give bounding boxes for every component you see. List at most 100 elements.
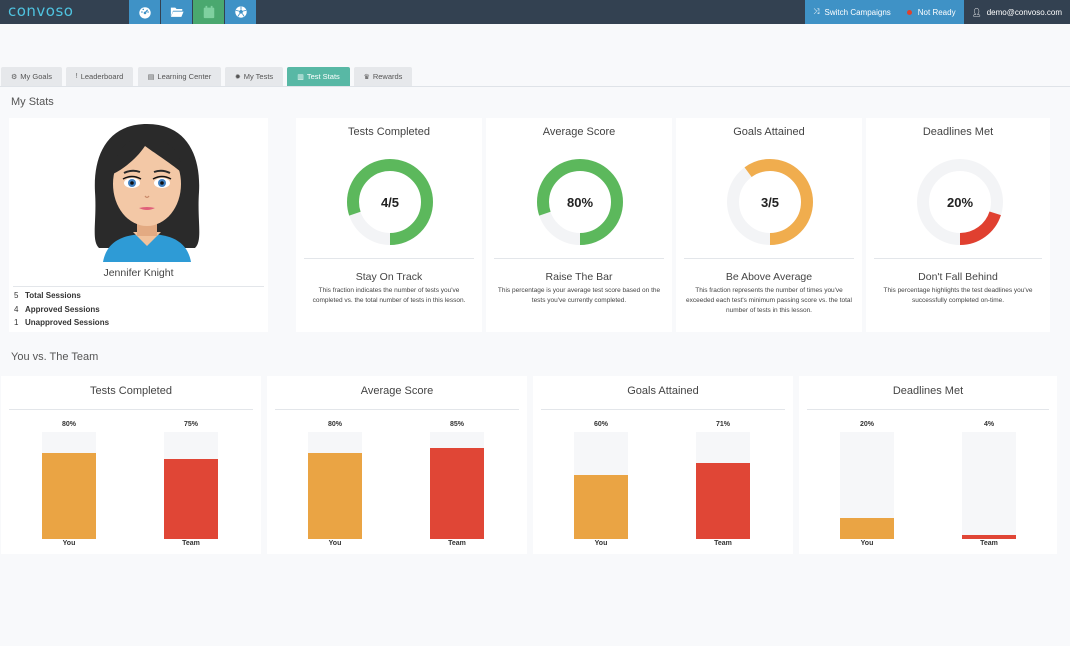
bar-you (308, 453, 362, 539)
nav-icon-group (129, 0, 257, 24)
status-button[interactable]: Not Ready (898, 0, 964, 24)
session-label: Total Sessions (25, 291, 81, 300)
bar-track (574, 432, 628, 539)
shuffle-icon: ⤨ (813, 7, 820, 16)
divider (494, 258, 664, 259)
donut-arc (917, 159, 1003, 245)
profile-card: Jennifer Knight 5 Total Sessions 4 Appro… (9, 118, 268, 332)
donut-chart (537, 159, 623, 245)
user-menu[interactable]: 👤︎ demo@convoso.com (964, 0, 1070, 24)
tab-leaderboard[interactable]: ! Leaderboard (66, 67, 133, 86)
tab-my-goals[interactable]: ⚙ My Goals (1, 67, 62, 86)
tab-rewards[interactable]: ♛ Rewards (354, 67, 412, 86)
divider (807, 409, 1049, 410)
donut-value: 80% (566, 194, 594, 210)
bar-you (574, 474, 628, 539)
bar-team (696, 463, 750, 539)
session-row: 5 Total Sessions (14, 291, 81, 300)
team-heading: You vs. The Team (11, 351, 99, 363)
divider (304, 258, 474, 259)
tab-learning-center[interactable]: ▤ Learning Center (138, 67, 221, 86)
convoso-logo[interactable]: convoso (8, 2, 74, 20)
tab-label: Learning Center (157, 72, 212, 81)
bar-value-label: 71% (715, 421, 730, 428)
bar-chart-average-score: Average Score 80% You 85% Team (267, 376, 527, 554)
stat-title: Tests Completed (348, 126, 430, 138)
chart-title: Average Score (360, 385, 434, 397)
bar-category-label: You (62, 540, 76, 547)
bar-value-label: 75% (183, 421, 198, 428)
bar-track (164, 432, 218, 539)
divider (684, 258, 854, 259)
tab-test-stats[interactable]: ▥ Test Stats (287, 67, 350, 86)
session-count: 1 (14, 318, 19, 327)
session-row: 1 Unapproved Sessions (14, 318, 109, 327)
donut-arc (347, 159, 433, 245)
avatar (94, 124, 200, 262)
status-dot-icon (906, 9, 912, 15)
bar-track (962, 432, 1016, 539)
session-label: Unapproved Sessions (25, 318, 110, 327)
user-email: demo@convoso.com (986, 7, 1062, 17)
bar-value-label: 60% (593, 421, 608, 428)
bar-you (42, 453, 96, 539)
bar-value-label: 20% (859, 421, 874, 428)
exclamation-icon: ! (75, 73, 78, 80)
stat-description: This fraction indicates the number of te… (312, 287, 466, 304)
stat-card-goals-attained: Goals Attained 3/5 Be Above Average This… (676, 118, 862, 332)
donut-value: 20% (946, 194, 974, 210)
stat-subtitle: Stay On Track (355, 271, 423, 283)
bar-track (696, 432, 750, 539)
top-navbar: convoso ⤨ Switch Campaigns Not Ready 👤︎ … (0, 0, 1070, 24)
bar-chart-deadlines-met: Deadlines Met 20% You 4% Team (799, 376, 1057, 554)
divider (275, 409, 519, 410)
bar-category-label: Team (714, 540, 732, 547)
my-stats-heading: My Stats (11, 96, 54, 108)
bar-track (42, 432, 96, 539)
donut-value: 4/5 (380, 194, 400, 210)
stat-subtitle: Raise The Bar (545, 271, 613, 283)
chart-title: Deadlines Met (892, 385, 964, 397)
donut-chart (347, 159, 433, 245)
bar-team (430, 448, 484, 539)
tab-bar: ⚙ My Goals ! Leaderboard ▤ Learning Center … (0, 67, 1070, 87)
bar-value-label: 80% (327, 421, 342, 428)
session-row: 4 Approved Sessions (14, 305, 100, 314)
bar-category-label: Team (182, 540, 200, 547)
bar-category-label: You (328, 540, 342, 547)
donut-value: 3/5 (760, 194, 780, 210)
chart-title: Goals Attained (627, 385, 699, 397)
bar-category-label: You (860, 540, 874, 547)
dashboard-icon[interactable] (129, 0, 160, 24)
donut-arc (727, 159, 813, 245)
bar-chart-goals-attained: Goals Attained 60% You 71% Team (533, 376, 793, 554)
tab-label: My Goals (20, 72, 52, 81)
bar-chart-icon: ▥ (297, 73, 304, 81)
calendar-icon[interactable] (193, 0, 224, 24)
gears-icon: ⚙ (11, 73, 18, 81)
user-icon: 👤︎ (971, 7, 982, 17)
switch-campaigns-label: Switch Campaigns (824, 7, 891, 17)
tab-label: My Tests (243, 72, 274, 81)
donut-inner-ring (361, 173, 419, 231)
bar-team (164, 458, 218, 539)
bar-value-label: 80% (61, 421, 76, 428)
donut-inner-ring (931, 173, 989, 231)
tab-my-tests[interactable]: ✹ My Tests (225, 67, 283, 86)
donut-chart (727, 159, 813, 245)
bar-category-label: Team (980, 540, 998, 547)
stat-title: Average Score (542, 126, 616, 138)
stat-subtitle: Don't Fall Behind (918, 271, 998, 283)
soccer-ball-icon[interactable] (225, 0, 256, 24)
session-count: 5 (14, 291, 19, 300)
stat-title: Goals Attained (733, 126, 805, 138)
status-label: Not Ready (917, 7, 956, 17)
chart-title: Tests Completed (90, 385, 172, 397)
donut-inner-ring (741, 173, 799, 231)
folder-icon[interactable] (161, 0, 192, 24)
bar-chart-tests-completed: Tests Completed 80% You 75% Team (1, 376, 261, 554)
tab-label: Leaderboard (80, 72, 124, 81)
bar-category-label: Team (448, 540, 466, 547)
switch-campaigns-button[interactable]: ⤨ Switch Campaigns (805, 0, 899, 24)
divider (874, 258, 1042, 259)
